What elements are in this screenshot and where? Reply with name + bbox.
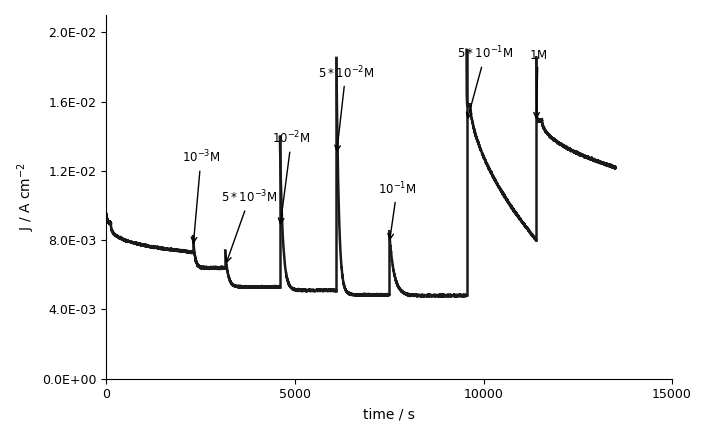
Text: $5*10^{-2}$M: $5*10^{-2}$M [317, 64, 374, 151]
Text: $10^{-1}$M: $10^{-1}$M [378, 180, 416, 239]
Y-axis label: J / A cm$^{-2}$: J / A cm$^{-2}$ [15, 163, 37, 231]
Text: $5*10^{-1}$M: $5*10^{-1}$M [457, 45, 513, 118]
Text: $5*10^{-3}$M: $5*10^{-3}$M [221, 189, 278, 262]
Text: $1$M: $1$M [529, 49, 547, 118]
X-axis label: time / s: time / s [363, 407, 415, 421]
Text: $10^{-3}$M: $10^{-3}$M [182, 149, 221, 243]
Text: $10^{-2}$M: $10^{-2}$M [272, 130, 311, 224]
